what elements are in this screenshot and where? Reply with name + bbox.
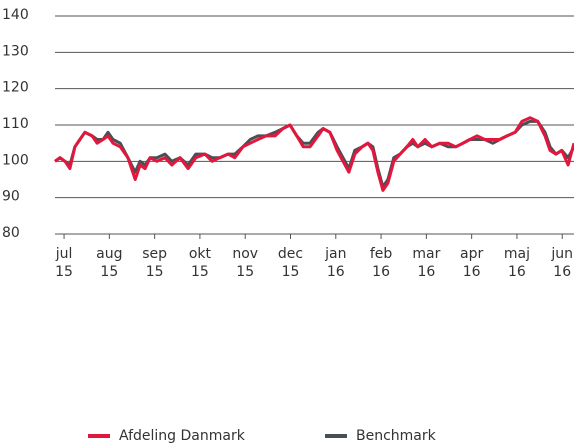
x-tick-label: maj [504,246,530,262]
x-tick-label: dec [278,246,303,262]
x-tick-label: 15 [191,264,209,280]
x-tick-label: 16 [508,264,526,280]
y-tick-label: 110 [2,116,29,132]
x-tick-label: jun [550,246,573,262]
y-tick-label: 80 [2,225,20,241]
y-tick-label: 130 [2,43,29,59]
x-tick-label: 15 [282,264,300,280]
x-tick-label: okt [189,246,212,262]
x-tick-label: nov [232,246,258,262]
series-line [54,116,574,192]
x-tick-label: 15 [146,264,164,280]
x-tick-label: 15 [55,264,73,280]
y-tick-label: 120 [2,80,29,96]
legend-label: Afdeling Danmark [119,428,246,444]
x-tick-label: jan [324,246,346,262]
x-tick-label: mar [412,246,440,262]
x-tick-label: 16 [553,264,571,280]
y-tick-label: 140 [2,7,29,23]
x-tick-label: apr [460,246,483,262]
x-tick-label: 15 [236,264,254,280]
x-tick-label: 16 [463,264,481,280]
x-tick-label: 16 [417,264,435,280]
x-tick-label: jul [55,246,73,262]
legend-label: Benchmark [356,428,437,444]
y-tick-label: 100 [2,152,29,168]
y-tick-label: 90 [2,189,20,205]
x-tick-label: sep [142,246,167,262]
x-tick-label: 15 [100,264,118,280]
x-tick-label: feb [370,246,393,262]
x-tick-label: 16 [327,264,345,280]
x-tick-label: aug [96,246,122,262]
x-tick-label: 16 [372,264,390,280]
